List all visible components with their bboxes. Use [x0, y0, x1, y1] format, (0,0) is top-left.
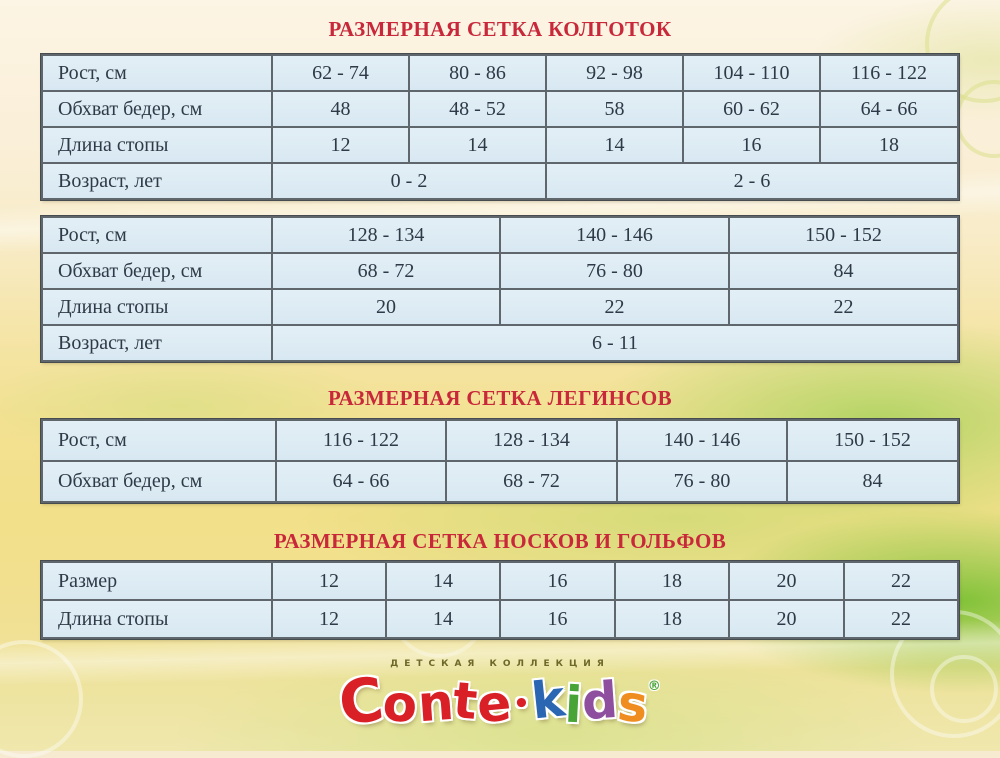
row-label-cell: Возраст, лет	[41, 324, 273, 363]
table-cell: 64 - 66	[275, 460, 447, 504]
table-cell: 16	[499, 599, 616, 640]
row-label-cell: Длина стопы	[41, 599, 273, 640]
table-row: Рост, см 62 - 74 80 - 86 92 - 98 104 - 1…	[41, 54, 959, 93]
table-cell: 76 - 80	[499, 252, 730, 291]
row-label-cell: Длина стопы	[41, 126, 273, 165]
table-cell: 14	[408, 126, 547, 165]
table-cell: 12	[271, 126, 410, 165]
tights-size-chart-title: РАЗМЕРНАЯ СЕТКА КОЛГОТОК	[328, 17, 672, 41]
table-cell: 16	[499, 561, 616, 602]
table-row: Длина стопы 12 14 16 18 20 22	[41, 599, 959, 640]
table-cell: 116 - 122	[819, 54, 959, 93]
table-cell: 18	[614, 561, 730, 602]
table-cell: 14	[385, 561, 501, 602]
brand-separator-dot: •	[513, 689, 530, 720]
table-row: Возраст, лет 6 - 11	[41, 324, 959, 363]
table-cell-span: 0 - 2	[271, 162, 547, 201]
table-cell: 20	[728, 599, 845, 640]
logo-tagline: ДЕТСКАЯ КОЛЛЕКЦИЯ	[390, 659, 610, 670]
table-cell: 84	[728, 252, 959, 291]
table-cell: 18	[819, 126, 959, 165]
table-cell: 16	[682, 126, 821, 165]
row-label-cell: Обхват бедер, см	[41, 460, 277, 504]
row-label-cell: Размер	[41, 561, 273, 602]
table-row: Рост, см 116 - 122 128 - 134 140 - 146 1…	[41, 419, 959, 463]
brand-letter: e	[474, 674, 514, 735]
table-row: Длина стопы 20 22 22	[41, 288, 959, 327]
table-cell: 150 - 152	[786, 419, 959, 463]
table-cell: 22	[499, 288, 730, 327]
table-cell: 22	[728, 288, 959, 327]
table-cell: 14	[545, 126, 684, 165]
table-cell: 92 - 98	[545, 54, 684, 93]
table-cell: 64 - 66	[819, 90, 959, 129]
table-cell: 48 - 52	[408, 90, 547, 129]
table-cell: 140 - 146	[499, 216, 730, 255]
table-cell: 128 - 134	[271, 216, 501, 255]
table-row: Размер 12 14 16 18 20 22	[41, 561, 959, 602]
table-cell: 104 - 110	[682, 54, 821, 93]
table-cell: 58	[545, 90, 684, 129]
table-cell: 62 - 74	[271, 54, 410, 93]
table-cell: 12	[271, 561, 387, 602]
table-cell: 76 - 80	[616, 460, 788, 504]
table-cell: 18	[614, 599, 730, 640]
table-cell: 22	[843, 561, 959, 602]
table-cell: 80 - 86	[408, 54, 547, 93]
tights-lower-table: Рост, см 128 - 134 140 - 146 150 - 152 О…	[41, 216, 959, 363]
table-cell-span: 6 - 11	[271, 324, 959, 363]
row-label-cell: Рост, см	[41, 216, 273, 255]
table-cell: 22	[843, 599, 959, 640]
table-cell: 60 - 62	[682, 90, 821, 129]
table-cell: 116 - 122	[275, 419, 447, 463]
logo-brand-wordmark: Conte•kids®	[0, 665, 1000, 740]
table-cell: 12	[271, 599, 387, 640]
table-cell: 14	[385, 599, 501, 640]
brand-letter: d	[580, 671, 620, 732]
table-row: Возраст, лет 0 - 2 2 - 6	[41, 162, 959, 201]
conte-kids-logo: ДЕТСКАЯ КОЛЛЕКЦИЯ Conte•kids®	[0, 659, 1000, 740]
table-cell: 140 - 146	[616, 419, 788, 463]
row-label-cell: Длина стопы	[41, 288, 273, 327]
table-row: Длина стопы 12 14 14 16 18	[41, 126, 959, 165]
table-cell: 20	[728, 561, 845, 602]
socks-table: Размер 12 14 16 18 20 22 Длина стопы 12 …	[41, 561, 959, 640]
table-cell-span: 2 - 6	[545, 162, 959, 201]
brand-letter: o	[381, 674, 420, 735]
table-cell: 68 - 72	[445, 460, 618, 504]
table-row: Обхват бедер, см 48 48 - 52 58 60 - 62 6…	[41, 90, 959, 129]
leggings-size-chart-title: РАЗМЕРНАЯ СЕТКА ЛЕГИНСОВ	[327, 386, 673, 411]
table-cell: 150 - 152	[728, 216, 959, 255]
row-label-cell: Обхват бедер, см	[41, 252, 273, 291]
brand-letter: k	[528, 669, 568, 732]
swirl-decoration	[930, 655, 998, 723]
table-cell: 84	[786, 460, 959, 504]
row-label-cell: Возраст, лет	[41, 162, 273, 201]
leggings-table: Рост, см 116 - 122 128 - 134 140 - 146 1…	[41, 419, 959, 504]
tights-upper-table: Рост, см 62 - 74 80 - 86 92 - 98 104 - 1…	[41, 54, 959, 201]
table-row: Рост, см 128 - 134 140 - 146 150 - 152	[41, 216, 959, 255]
registered-trademark-symbol: ®	[647, 679, 661, 695]
table-cell: 68 - 72	[271, 252, 501, 291]
table-row: Обхват бедер, см 64 - 66 68 - 72 76 - 80…	[41, 460, 959, 504]
table-cell: 128 - 134	[445, 419, 618, 463]
table-cell: 48	[271, 90, 410, 129]
brand-letter: s	[614, 674, 651, 735]
table-cell: 20	[271, 288, 501, 327]
row-label-cell: Рост, см	[41, 54, 273, 93]
brand-letter: C	[335, 664, 388, 740]
brand-letter: n	[415, 673, 456, 734]
socks-size-chart-title: РАЗМЕРНАЯ СЕТКА НОСКОВ И ГОЛЬФОВ	[273, 529, 727, 554]
row-label-cell: Рост, см	[41, 419, 277, 463]
table-row: Обхват бедер, см 68 - 72 76 - 80 84	[41, 252, 959, 291]
row-label-cell: Обхват бедер, см	[41, 90, 273, 129]
